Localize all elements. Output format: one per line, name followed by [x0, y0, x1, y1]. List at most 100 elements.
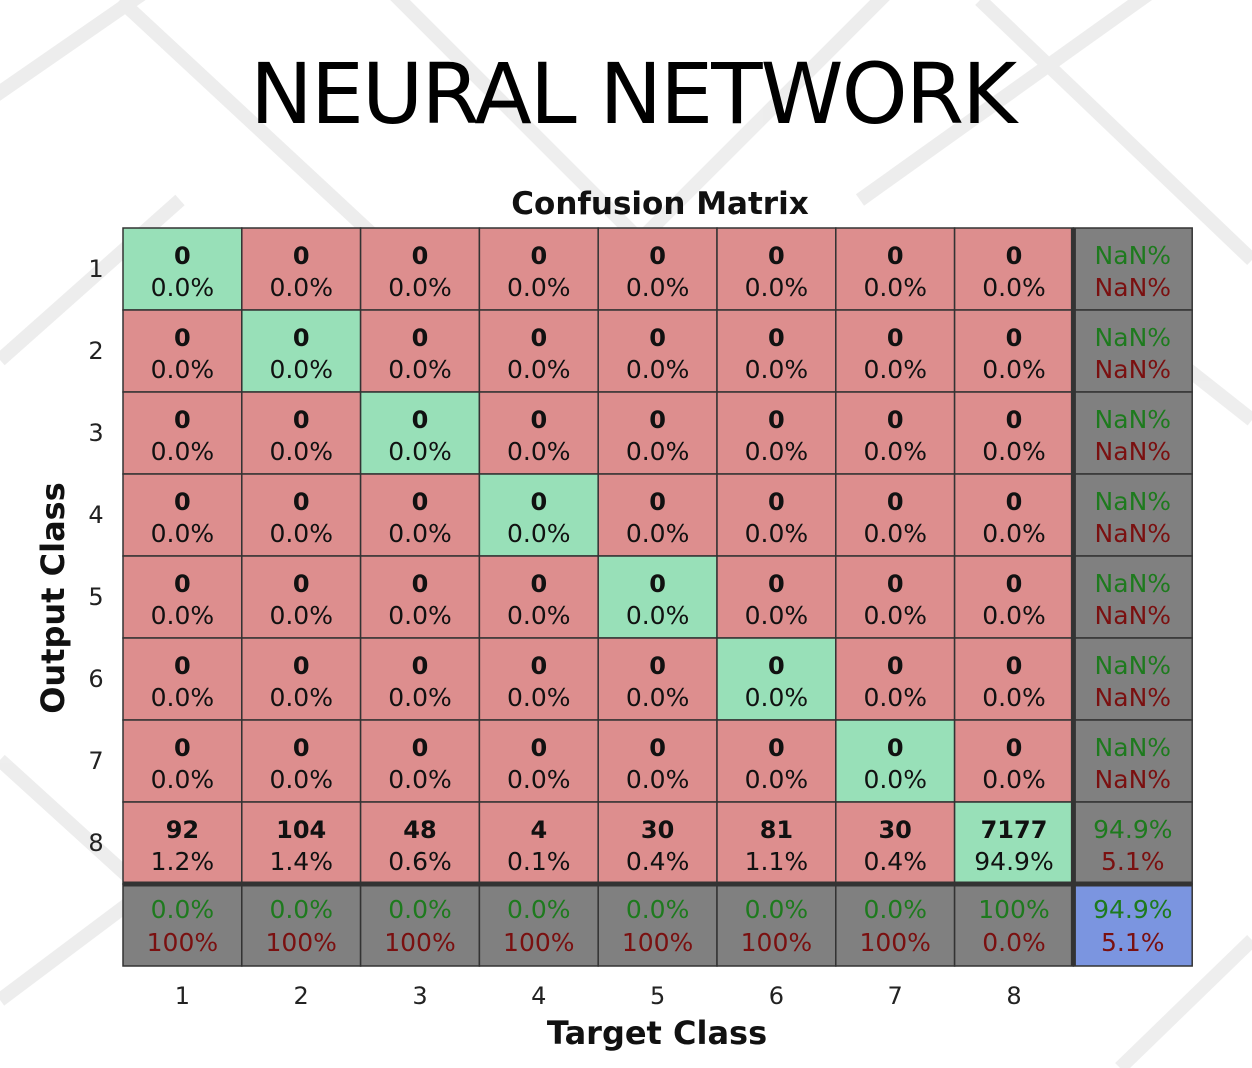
cell-percent: 0.0%	[269, 601, 333, 630]
matrix-cell	[835, 555, 956, 639]
matrix-cell	[241, 555, 362, 639]
x-tick-label: 1	[175, 982, 190, 1010]
matrix-cell	[122, 309, 243, 393]
matrix-cell	[716, 309, 837, 393]
matrix-cell	[597, 309, 718, 393]
col-summary-correct: 0.0%	[151, 895, 215, 924]
x-tick-label: 7	[888, 982, 903, 1010]
y-tick-label: 7	[88, 747, 103, 775]
col-summary-cell	[359, 883, 481, 967]
cell-count: 4	[530, 816, 547, 844]
cell-count: 0	[530, 652, 547, 680]
cell-percent: 0.0%	[388, 355, 452, 384]
cell-count: 0	[412, 652, 429, 680]
row-summary-error: NaN%	[1095, 437, 1171, 466]
cell-percent: 0.0%	[507, 437, 571, 466]
matrix-cell	[953, 637, 1075, 721]
col-summary-correct: 100%	[978, 895, 1049, 924]
cell-count: 0	[174, 488, 191, 516]
cell-percent: 0.0%	[507, 355, 571, 384]
row-summary-error: NaN%	[1095, 601, 1171, 630]
matrix-cell	[835, 801, 956, 885]
col-summary-correct: 0.0%	[626, 895, 690, 924]
chart-title: Confusion Matrix	[511, 186, 808, 222]
matrix-cell	[122, 473, 243, 557]
row-summary-cell	[1072, 555, 1193, 639]
cell-percent: 0.0%	[151, 273, 215, 302]
cell-percent: 0.0%	[269, 273, 333, 302]
col-summary-cell	[241, 883, 362, 967]
y-axis-ticks: 1 2 3 4 5 6 7 8	[88, 255, 103, 857]
matrix-cell	[359, 637, 481, 721]
col-summary-error: 100%	[265, 928, 336, 957]
cell-percent: 0.0%	[151, 765, 215, 794]
cell-percent: 0.0%	[388, 437, 452, 466]
cell-percent: 0.0%	[745, 765, 809, 794]
matrix-cell	[716, 227, 837, 311]
cell-percent: 0.0%	[507, 601, 571, 630]
cell-percent: 94.9%	[974, 847, 1053, 876]
cell-percent: 0.0%	[507, 683, 571, 712]
cell-percent: 0.0%	[745, 437, 809, 466]
cell-count: 0	[768, 406, 785, 434]
row-summary-error: NaN%	[1095, 355, 1171, 384]
cell-count: 0	[649, 570, 666, 598]
cell-count: 0	[412, 488, 429, 516]
cell-percent: 0.0%	[745, 601, 809, 630]
cell-percent: 0.0%	[626, 273, 690, 302]
cell-percent: 0.0%	[269, 683, 333, 712]
cell-count: 0	[649, 488, 666, 516]
matrix-cell	[716, 555, 837, 639]
cell-percent: 0.0%	[982, 601, 1046, 630]
matrix-cell	[953, 309, 1075, 393]
row-summary-correct: NaN%	[1095, 651, 1171, 680]
matrix-cell	[241, 309, 362, 393]
cell-percent: 0.0%	[982, 683, 1046, 712]
cell-count: 0	[768, 324, 785, 352]
row-summary-error: NaN%	[1095, 765, 1171, 794]
cell-percent: 0.0%	[626, 683, 690, 712]
col-summary-cell	[597, 883, 718, 967]
cell-count: 0	[1006, 406, 1023, 434]
cell-percent: 0.0%	[269, 519, 333, 548]
cell-percent: 1.2%	[151, 847, 215, 876]
x-axis-ticks: 1 2 3 4 5 6 7 8	[175, 982, 1022, 1010]
cell-count: 0	[293, 652, 310, 680]
cell-count: 0	[412, 324, 429, 352]
cell-count: 0	[768, 734, 785, 762]
matrix-cell	[241, 801, 362, 885]
cell-percent: 0.0%	[863, 437, 927, 466]
matrix-cell	[835, 637, 956, 721]
cell-percent: 0.0%	[982, 437, 1046, 466]
cell-percent: 0.0%	[151, 519, 215, 548]
y-tick-label: 2	[88, 337, 103, 365]
cell-percent: 1.1%	[745, 847, 809, 876]
matrix-cell	[241, 719, 362, 803]
cell-percent: 0.0%	[626, 519, 690, 548]
cell-count: 0	[649, 652, 666, 680]
cell-count: 0	[293, 242, 310, 270]
matrix-cell	[478, 801, 599, 885]
cell-count: 0	[412, 734, 429, 762]
row-summary-error: 5.1%	[1101, 847, 1165, 876]
cell-count: 0	[293, 324, 310, 352]
cell-count: 0	[174, 652, 191, 680]
matrix-cell	[478, 473, 599, 557]
cell-count: 0	[887, 734, 904, 762]
cell-count: 0	[1006, 242, 1023, 270]
cell-percent: 0.0%	[626, 355, 690, 384]
cell-count: 48	[403, 816, 436, 844]
cell-percent: 0.0%	[745, 273, 809, 302]
cell-percent: 0.0%	[151, 437, 215, 466]
row-summary-correct: NaN%	[1095, 241, 1171, 270]
col-summary-cell	[122, 883, 243, 967]
cell-percent: 0.0%	[269, 765, 333, 794]
cell-count: 0	[174, 734, 191, 762]
cell-count: 0	[768, 652, 785, 680]
cell-count: 0	[887, 488, 904, 516]
x-tick-label: 5	[650, 982, 665, 1010]
row-summary-error: NaN%	[1095, 683, 1171, 712]
y-tick-label: 8	[88, 829, 103, 857]
overall-accuracy-cell	[1072, 883, 1193, 967]
